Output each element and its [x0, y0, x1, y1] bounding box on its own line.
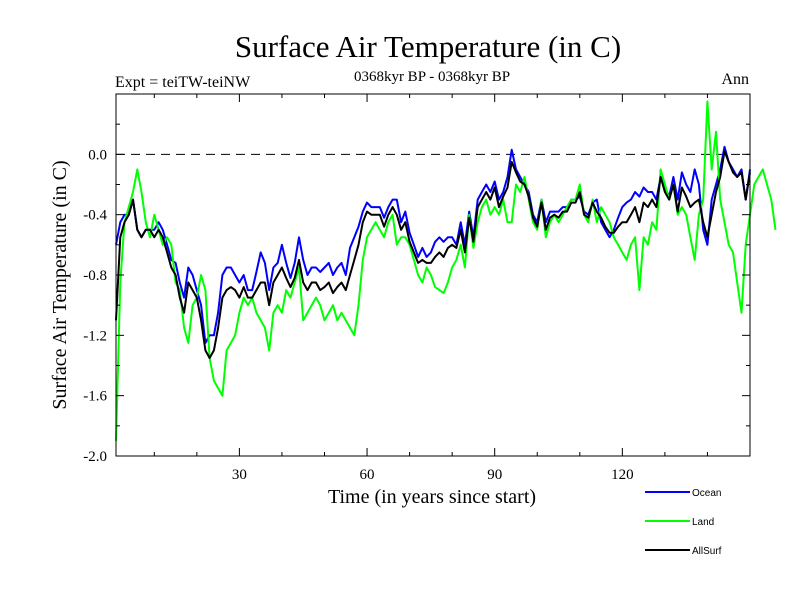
chart-title: Surface Air Temperature (in C) [235, 29, 621, 64]
legend-label-land: Land [692, 517, 714, 528]
series-line-allsurf [115, 150, 751, 359]
series-line-ocean [115, 145, 751, 344]
x-tick-label: 120 [611, 467, 634, 483]
chart-subtitle-experiment: Expt = teiTW-teiNW [115, 74, 251, 91]
y-tick-label: -1.2 [83, 328, 107, 344]
chart-subtitle-period: 0368kyr BP - 0368kyr BP [354, 69, 510, 85]
legend-label-allsurf: AllSurf [692, 546, 722, 557]
legend-label-ocean: Ocean [692, 488, 721, 499]
x-axis-label: Time (in years since start) [328, 486, 536, 508]
x-tick-label: 30 [232, 467, 247, 483]
series-line-land [115, 100, 777, 441]
x-tick-label: 90 [487, 467, 502, 483]
y-tick-label: -0.8 [83, 268, 107, 284]
legend: Ocean Land AllSurf [645, 488, 722, 557]
y-tick-label: -0.4 [83, 208, 107, 224]
y-tick-label: -2.0 [83, 449, 107, 465]
plot-area: 30 60 90 120 -2.0 -1.6 -1.2 -0.8 -0.4 0.0 [83, 93, 777, 483]
plot-frame [115, 93, 751, 457]
y-tick-label: -1.6 [83, 389, 107, 405]
y-axis-label: Surface Air Temperature (in C) [49, 160, 71, 409]
x-tick-label: 60 [360, 467, 375, 483]
y-tick-label: 0.0 [88, 147, 107, 163]
chart-subtitle-season: Ann [721, 71, 749, 88]
